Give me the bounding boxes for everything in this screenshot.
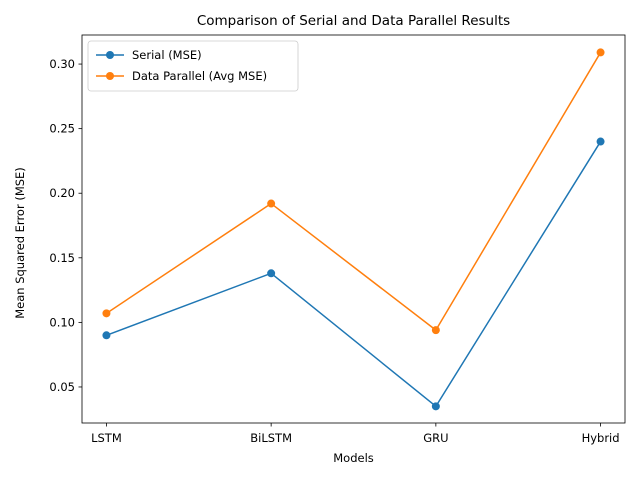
x-axis-label: Models (333, 451, 374, 465)
data-point (431, 402, 440, 411)
y-axis-label: Mean Squared Error (MSE) (13, 167, 27, 319)
data-point (102, 309, 111, 318)
legend-label: Serial (MSE) (132, 48, 202, 62)
y-tick-label: 0.05 (49, 380, 75, 394)
plot-frame (81, 34, 626, 424)
x-tick-label: GRU (423, 431, 448, 445)
legend-box (87, 40, 299, 92)
data-point (431, 326, 440, 335)
y-tick-label: 0.25 (49, 122, 75, 136)
x-tick-label: LSTM (91, 431, 122, 445)
data-point (102, 331, 111, 340)
x-axis: LSTM BiLSTM GRU Hybrid (91, 423, 620, 445)
series-layer (102, 48, 605, 411)
y-tick-label: 0.10 (49, 315, 75, 329)
series-1 (102, 48, 605, 335)
legend-label: Data Parallel (Avg MSE) (132, 69, 267, 83)
plot-area (81, 34, 626, 424)
data-point (267, 269, 276, 278)
y-axis: 0.05 0.10 0.15 0.20 0.25 0.30 (49, 57, 82, 394)
legend-marker (106, 51, 114, 59)
legend: Serial (MSE) Data Parallel (Avg MSE) (87, 40, 299, 92)
series-line (106, 52, 602, 331)
y-tick-label: 0.30 (49, 57, 75, 71)
chart-title: Comparison of Serial and Data Parallel R… (197, 13, 510, 29)
data-point (596, 48, 605, 57)
data-point (596, 137, 605, 146)
x-tick-label: BiLSTM (250, 431, 292, 445)
x-tick-label: Hybrid (582, 431, 620, 445)
series-0 (102, 137, 605, 411)
legend-marker (106, 72, 114, 80)
y-tick-label: 0.15 (49, 251, 75, 265)
series-line (106, 141, 602, 408)
data-point (267, 199, 276, 208)
y-tick-label: 0.20 (49, 186, 75, 200)
